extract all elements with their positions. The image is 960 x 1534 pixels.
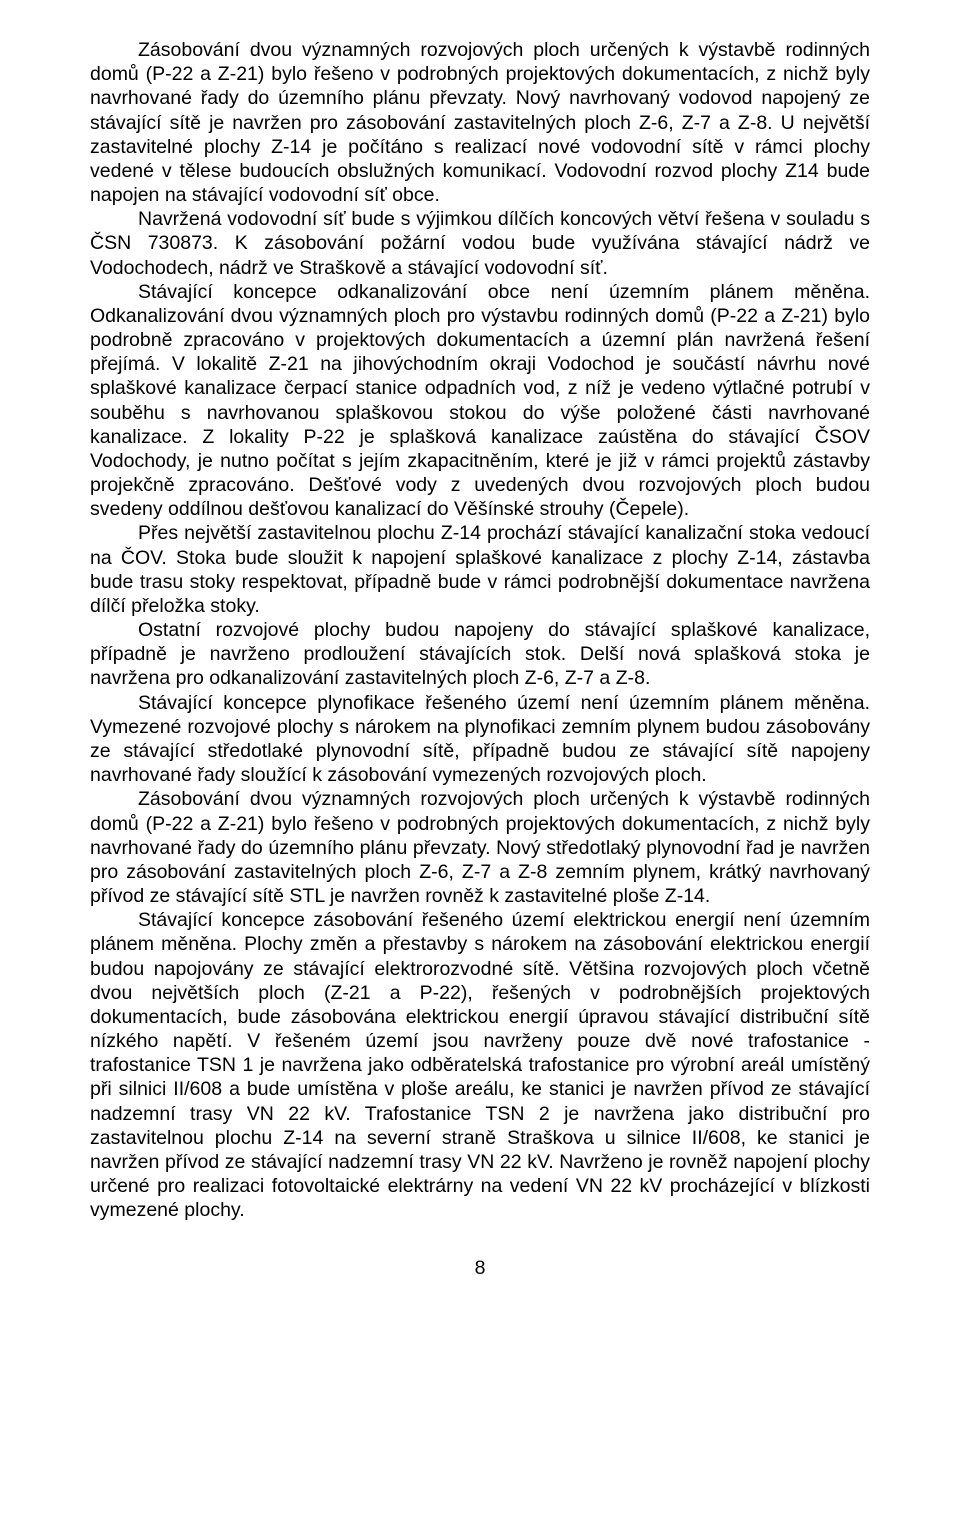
paragraph: Zásobování dvou významných rozvojových p… bbox=[90, 787, 870, 908]
paragraph: Přes největší zastavitelnou plochu Z-14 … bbox=[90, 521, 870, 618]
paragraph: Ostatní rozvojové plochy budou napojeny … bbox=[90, 618, 870, 691]
paragraph: Navržená vodovodní síť bude s výjimkou d… bbox=[90, 207, 870, 280]
page-number: 8 bbox=[90, 1256, 870, 1280]
paragraph: Stávající koncepce plynofikace řešeného … bbox=[90, 691, 870, 788]
paragraph: Stávající koncepce odkanalizování obce n… bbox=[90, 280, 870, 522]
paragraph: Zásobování dvou významných rozvojových p… bbox=[90, 38, 870, 207]
document-page: Zásobování dvou významných rozvojových p… bbox=[0, 0, 960, 1330]
paragraph: Stávající koncepce zásobování řešeného ú… bbox=[90, 908, 870, 1222]
